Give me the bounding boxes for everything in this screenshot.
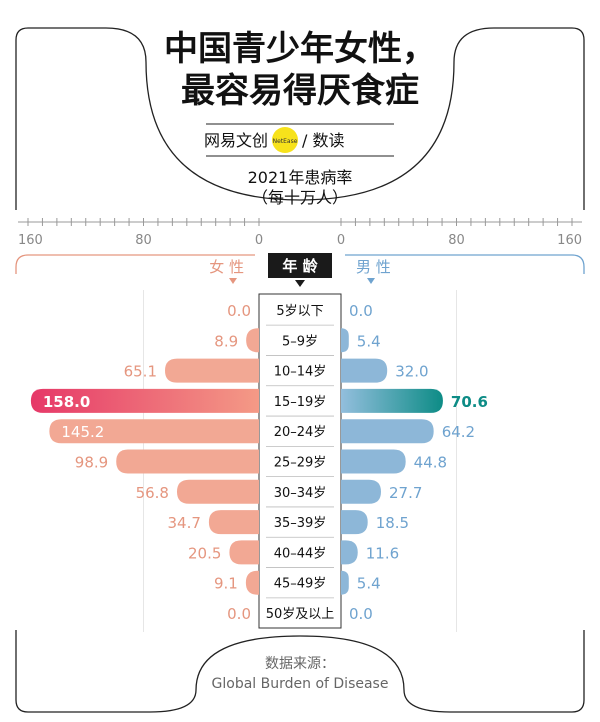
axis-tick-label-right: 0 <box>337 233 345 248</box>
title-line-2: 最容易得厌食症 <box>181 71 419 111</box>
female-bar <box>245 570 259 595</box>
female-header-bracket <box>15 254 255 274</box>
age-category-label: 45–49岁 <box>274 577 327 592</box>
age-category-label: 35–39岁 <box>274 516 327 531</box>
female-bar <box>208 510 259 535</box>
age-category-label: 5–9岁 <box>282 334 318 349</box>
brand-badge-text: NetEase <box>273 138 298 145</box>
male-value-label: 70.6 <box>451 393 488 411</box>
male-bar <box>341 570 349 595</box>
female-value-label: 9.1 <box>214 575 238 593</box>
female-value-label: 34.7 <box>167 514 200 532</box>
female-value-label: 0.0 <box>227 605 251 623</box>
axis-tick-label-left: 80 <box>135 233 152 248</box>
male-value-label: 5.4 <box>357 332 381 350</box>
age-header-box <box>268 253 332 278</box>
age-category-label: 40–44岁 <box>274 546 327 561</box>
axis-ticks <box>27 218 573 226</box>
male-header: 男 性 <box>356 258 391 276</box>
bars <box>30 328 443 595</box>
female-header: 女 性 <box>209 258 244 276</box>
age-category-label: 20–24岁 <box>274 425 327 440</box>
age-category-label: 25–29岁 <box>274 456 327 471</box>
age-column <box>258 293 342 629</box>
age-category-label: 10–14岁 <box>274 365 327 380</box>
female-value-label: 158.0 <box>43 393 90 411</box>
axis-tick-labels: 160 80 0 0 80 160 <box>18 233 582 248</box>
female-value-label: 20.5 <box>188 544 221 562</box>
title-line-1: 中国青少年女性， <box>164 29 436 69</box>
female-bar <box>116 449 259 474</box>
male-bar <box>341 328 349 353</box>
male-value-label: 32.0 <box>395 363 428 381</box>
female-value-label: 145.2 <box>61 423 104 441</box>
female-bar <box>176 479 259 504</box>
brand-name: 网易文创 <box>204 131 268 150</box>
subtitle-line-2: （每十万人） <box>252 188 348 207</box>
age-category-label: 30–34岁 <box>274 486 327 501</box>
axis-tick-label-right: 160 <box>557 233 582 248</box>
axis-tick-label-left: 160 <box>18 233 43 248</box>
female-bar <box>49 419 260 444</box>
female-bar <box>30 388 260 413</box>
female-value-label: 0.0 <box>227 302 251 320</box>
male-value-label: 5.4 <box>357 575 381 593</box>
frame-top-curve <box>15 27 585 210</box>
subtitle-line-1: 2021年患病率 <box>248 168 353 187</box>
axis-tick-label-right: 80 <box>448 233 465 248</box>
female-value-label: 8.9 <box>214 332 238 350</box>
brand-section: / 数读 <box>302 131 344 150</box>
female-value-label: 65.1 <box>124 363 157 381</box>
source-name: Global Burden of Disease <box>212 676 389 692</box>
male-value-label: 11.6 <box>366 544 399 562</box>
female-value-label: 98.9 <box>75 454 108 472</box>
male-bar <box>341 540 358 565</box>
male-value-label: 44.8 <box>414 454 447 472</box>
female-header-marker <box>229 278 237 284</box>
age-header: 年 龄 <box>282 257 318 275</box>
male-value-label: 18.5 <box>376 514 409 532</box>
female-bar <box>246 328 259 353</box>
male-value-label: 0.0 <box>349 605 373 623</box>
age-category-label: 5岁以下 <box>276 304 323 319</box>
male-value-label: 27.7 <box>389 484 422 502</box>
age-category-label: 15–19岁 <box>274 395 327 410</box>
female-bar <box>229 540 259 565</box>
male-bar <box>341 388 443 413</box>
male-bar <box>341 358 388 383</box>
male-header-bracket <box>345 254 585 274</box>
male-bar <box>341 479 381 504</box>
male-value-label: 64.2 <box>442 423 475 441</box>
source-label: 数据来源： <box>265 656 335 672</box>
female-value-label: 56.8 <box>136 484 169 502</box>
frame-bottom-curve <box>15 630 585 713</box>
male-bar <box>341 419 434 444</box>
female-bar <box>165 358 259 383</box>
brand-badge-icon <box>272 127 298 153</box>
male-bar <box>341 449 406 474</box>
male-bar <box>341 510 368 535</box>
male-value-label: 0.0 <box>349 302 373 320</box>
male-header-marker <box>367 278 375 284</box>
age-rows: 0.0 0.0 5岁以下 8.9 5.4 5–9岁 65.1 32.0 10–14岁 158.0 7… <box>43 302 488 623</box>
age-category-label: 50岁及以上 <box>266 607 335 622</box>
age-header-marker <box>295 280 305 287</box>
axis-tick-label-left: 0 <box>255 233 263 248</box>
